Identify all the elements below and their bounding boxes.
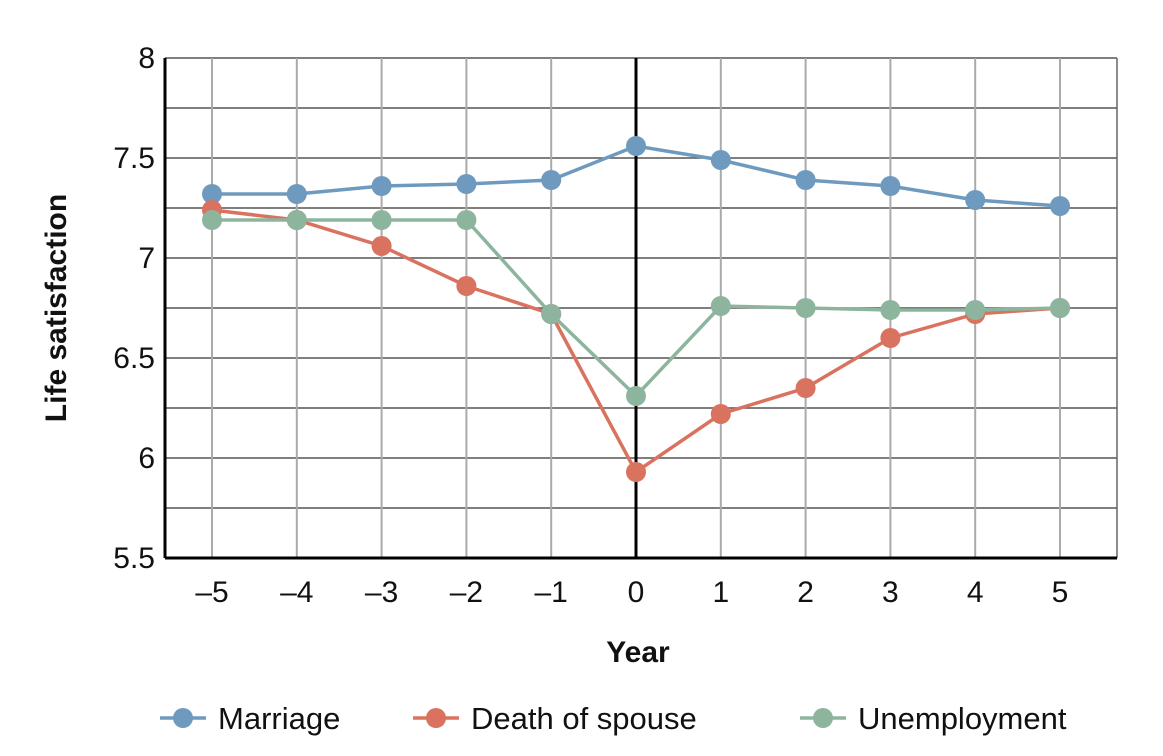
y-tick-label: 6 [138, 442, 155, 475]
series-group [202, 136, 1070, 482]
data-point [880, 328, 901, 348]
data-point [286, 184, 307, 204]
tick-labels: 5.5 6 6.5 7 7.5 8 –5 –4 –3 –2 –1 0 1 2 3 4 5 [113, 42, 1068, 609]
data-point [626, 136, 646, 156]
y-tick-label: 7.5 [113, 142, 155, 175]
data-point [795, 298, 816, 318]
legend-label: Unemployment [858, 701, 1067, 736]
legend-marker [426, 708, 446, 728]
y-axis-label: Life satisfaction [40, 194, 73, 422]
x-axis-label: Year [606, 636, 670, 669]
y-tick-label: 5.5 [113, 542, 155, 575]
x-tick-label: 2 [797, 576, 814, 609]
data-point [880, 300, 901, 320]
legend: Marriage Death of spouse Unemployment [160, 701, 1067, 736]
data-point [456, 210, 477, 230]
series-unemployment [202, 210, 1070, 406]
x-tick-label: 1 [712, 576, 729, 609]
legend-item: Unemployment [800, 701, 1067, 736]
data-point [202, 210, 222, 230]
data-point [965, 300, 986, 320]
data-point [371, 236, 392, 256]
x-tick-label: 4 [967, 576, 984, 609]
data-point [456, 174, 477, 194]
x-tick-label: –2 [450, 576, 483, 609]
x-tick-label: –4 [280, 576, 313, 609]
x-tick-label: –5 [195, 576, 228, 609]
data-point [710, 296, 731, 316]
data-point [626, 386, 646, 406]
series-marriage [202, 136, 1070, 216]
data-point [541, 304, 562, 324]
data-point [286, 210, 307, 230]
legend-marker [173, 708, 193, 728]
data-point [1050, 196, 1070, 216]
legend-marker [813, 708, 833, 728]
data-point [371, 176, 392, 196]
legend-label: Death of spouse [471, 701, 697, 736]
x-tick-label: 0 [628, 576, 645, 609]
data-point [456, 276, 477, 296]
data-point [202, 184, 222, 204]
legend-item: Marriage [160, 701, 340, 736]
y-tick-label: 8 [138, 42, 155, 75]
data-point [710, 150, 731, 170]
data-point [541, 170, 562, 190]
x-tick-label: 3 [882, 576, 899, 609]
x-tick-label: –1 [535, 576, 568, 609]
data-point [710, 404, 731, 424]
y-tick-label: 7 [138, 242, 155, 275]
x-tick-label: –3 [365, 576, 398, 609]
x-tick-label: 5 [1052, 576, 1069, 609]
data-point [795, 170, 816, 190]
data-point [965, 190, 986, 210]
data-point [371, 210, 392, 230]
data-point [1050, 298, 1070, 318]
legend-label: Marriage [218, 701, 340, 736]
data-point [880, 176, 901, 196]
data-point [626, 462, 646, 482]
y-tick-label: 6.5 [113, 342, 155, 375]
data-point [795, 378, 816, 398]
legend-item: Death of spouse [413, 701, 697, 736]
